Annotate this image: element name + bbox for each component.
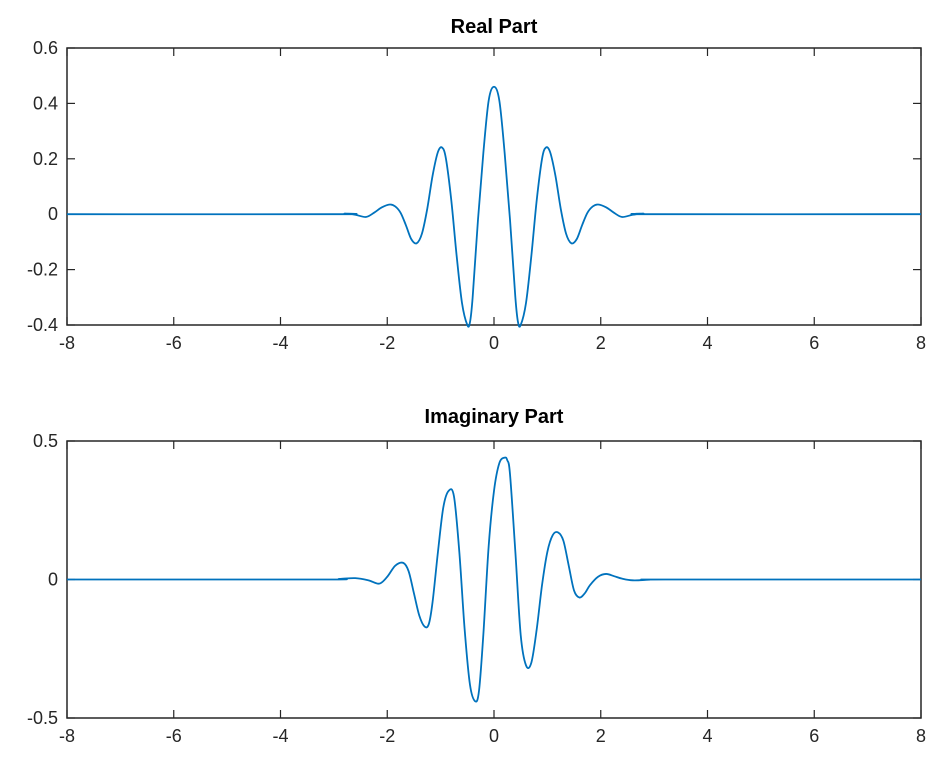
imaginary-part-x-tick-label: -8 <box>59 726 75 746</box>
real-part-x-tick-label: 0 <box>489 333 499 353</box>
imaginary-part-x-tick-label: -6 <box>166 726 182 746</box>
imaginary-part-axes: Imaginary Part -8 -6 -4 -2 0 2 4 6 8 -0.5 0 0.5 <box>27 406 926 746</box>
imaginary-part-y-tick-label: -0.5 <box>27 708 58 728</box>
imaginary-part-x-tick-label: -2 <box>379 726 395 746</box>
imaginary-part-x-tick-labels: -8 -6 -4 -2 0 2 4 6 8 <box>59 726 926 746</box>
real-part-y-tick-label: 0.4 <box>33 93 58 113</box>
imaginary-part-x-tick-label: 0 <box>489 726 499 746</box>
real-part-y-tick-label: 0.6 <box>33 38 58 58</box>
imaginary-part-x-tick-label: 6 <box>809 726 819 746</box>
real-part-y-tick-label: -0.4 <box>27 315 58 335</box>
imaginary-part-x-tick-label: 4 <box>702 726 712 746</box>
real-part-x-tick-label: -4 <box>272 333 288 353</box>
imaginary-part-y-tick-labels: -0.5 0 0.5 <box>27 431 58 728</box>
real-part-series-line <box>66 85 922 328</box>
real-part-x-tick-label: 8 <box>916 333 926 353</box>
real-part-x-tick-label: -6 <box>166 333 182 353</box>
real-part-x-tick-labels: -8 -6 -4 -2 0 2 4 6 8 <box>59 333 926 353</box>
imaginary-part-y-tick-label: 0.5 <box>33 431 58 451</box>
imaginary-part-series-line <box>66 456 922 703</box>
real-part-y-tick-label: 0 <box>48 204 58 224</box>
real-part-x-tick-label: 4 <box>702 333 712 353</box>
imaginary-part-y-tick-label: 0 <box>48 570 58 590</box>
real-part-y-tick-label: -0.2 <box>27 260 58 280</box>
imaginary-part-x-tick-label: -4 <box>272 726 288 746</box>
real-part-axes: Real Part -8 -6 -4 -2 0 2 4 6 8 -0.4 -0.2 0 0.2 0.4 0… <box>27 16 926 353</box>
real-part-x-tick-label: -8 <box>59 333 75 353</box>
real-part-plot-area <box>66 47 922 326</box>
imaginary-part-title: Imaginary Part <box>425 406 564 428</box>
real-part-title: Real Part <box>451 16 538 38</box>
real-part-y-tick-label: 0.2 <box>33 149 58 169</box>
real-part-x-tick-label: 6 <box>809 333 819 353</box>
real-part-y-tick-labels: -0.4 -0.2 0 0.2 0.4 0.6 <box>27 38 58 335</box>
real-part-x-tick-label: -2 <box>379 333 395 353</box>
real-part-x-tick-label: 2 <box>596 333 606 353</box>
imaginary-part-x-tick-label: 8 <box>916 726 926 746</box>
imaginary-part-x-tick-label: 2 <box>596 726 606 746</box>
real-part-ticks <box>66 47 922 326</box>
